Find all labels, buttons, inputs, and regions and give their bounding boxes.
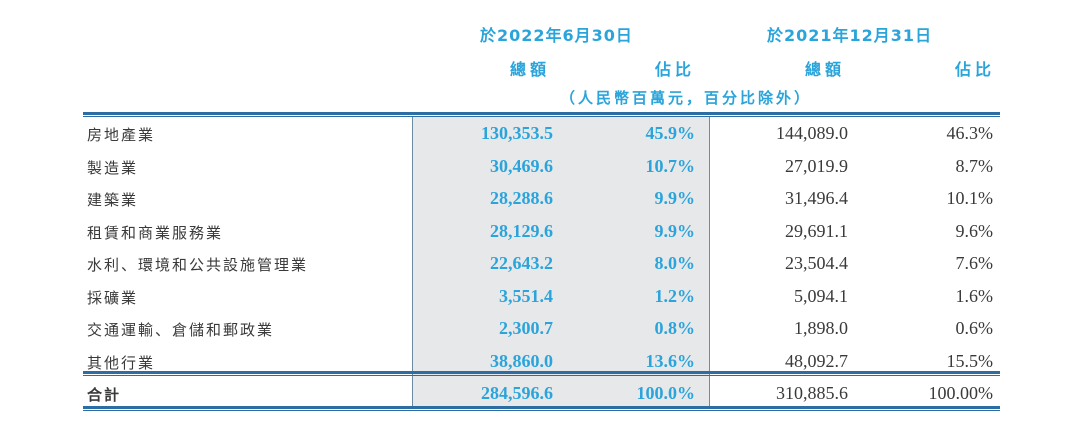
- total-amount-2022: 284,596.6: [481, 383, 553, 403]
- amount-2022: 28,129.6: [490, 220, 553, 241]
- amount-2021: 1,898.0: [794, 318, 848, 338]
- table-row: 水利、環境和公共設施管理業 22,643.2 8.0% 23,504.4 7.6…: [83, 247, 1000, 279]
- share-2022: 0.8%: [654, 318, 696, 338]
- total-label: 合計: [87, 386, 122, 404]
- table-row: 交通運輸、倉儲和郵政業 2,300.7 0.8% 1,898.0 0.6%: [83, 312, 1000, 344]
- share-2021: 9.6%: [955, 220, 994, 241]
- amount-2021: 48,092.7: [785, 350, 848, 371]
- amount-2021-header: 總額: [805, 60, 846, 79]
- unit-note: （人民幣百萬元，百分比除外）: [560, 89, 813, 107]
- bottom-rule: [83, 406, 1000, 409]
- amount-2022: 28,288.6: [490, 188, 553, 208]
- amount-2022: 38,860.0: [490, 350, 553, 371]
- share-2022: 13.6%: [645, 350, 696, 371]
- header-rule: [83, 112, 1000, 115]
- amount-2022: 3,551.4: [499, 285, 553, 306]
- industry-label: 水利、環境和公共設施管理業: [87, 256, 309, 274]
- share-2022: 10.7%: [645, 155, 696, 176]
- table-row: 其他行業 38,860.0 13.6% 48,092.7 15.5%: [83, 345, 1000, 377]
- table-row: 房地產業 130,353.5 45.9% 144,089.0 46.3%: [83, 117, 1000, 149]
- table-row: 租賃和商業服務業 28,129.6 9.9% 29,691.1 9.6%: [83, 215, 1000, 247]
- share-2022: 1.2%: [654, 285, 696, 306]
- period-2021-header: 於2021年12月31日: [767, 26, 933, 45]
- amount-2022: 22,643.2: [490, 253, 553, 273]
- industry-label: 租賃和商業服務業: [87, 223, 224, 242]
- amount-2022: 130,353.5: [481, 123, 553, 143]
- amount-2021: 29,691.1: [785, 220, 848, 241]
- share-2022: 9.9%: [654, 188, 696, 208]
- share-2021: 1.6%: [955, 285, 994, 306]
- amount-2021: 5,094.1: [794, 285, 848, 306]
- share-2022: 45.9%: [645, 123, 696, 143]
- total-share-2021: 100.00%: [928, 383, 994, 403]
- share-2021: 10.1%: [946, 188, 994, 208]
- industry-label: 房地產業: [87, 126, 156, 144]
- total-rule-thin: [83, 375, 1000, 376]
- industry-label: 採礦業: [87, 288, 139, 307]
- amount-2021: 23,504.4: [785, 253, 848, 273]
- industry-label: 其他行業: [87, 353, 156, 372]
- industry-label: 交通運輸、倉儲和郵政業: [87, 321, 275, 339]
- share-2021: 46.3%: [946, 123, 994, 143]
- share-2021: 7.6%: [955, 253, 994, 273]
- amount-2022: 2,300.7: [499, 318, 553, 338]
- amount-2021: 31,496.4: [785, 188, 848, 208]
- share-2022: 8.0%: [654, 253, 696, 273]
- share-2022: 9.9%: [654, 220, 696, 241]
- total-amount-2021: 310,885.6: [776, 383, 848, 403]
- table-row: 建築業 28,288.6 9.9% 31,496.4 10.1%: [83, 182, 1000, 214]
- total-rule: [83, 371, 1000, 374]
- bottom-rule-thin: [83, 410, 1000, 411]
- header-rule-thin: [83, 116, 1000, 117]
- amount-2022: 30,469.6: [490, 155, 553, 176]
- table-row: 製造業 30,469.6 10.7% 27,019.9 8.7%: [83, 150, 1000, 182]
- highlight-column-2022: [412, 116, 710, 408]
- table-row: 採礦業 3,551.4 1.2% 5,094.1 1.6%: [83, 280, 1000, 312]
- share-2021: 0.6%: [955, 318, 994, 338]
- amount-2021: 27,019.9: [785, 155, 848, 176]
- share-2021: 8.7%: [955, 155, 994, 176]
- amount-2021: 144,089.0: [776, 123, 848, 143]
- share-2022-header: 佔比: [655, 60, 696, 79]
- total-share-2022: 100.0%: [636, 383, 696, 403]
- share-2021: 15.5%: [946, 350, 994, 371]
- share-2021-header: 佔比: [955, 60, 996, 79]
- industry-label: 建築業: [87, 191, 139, 209]
- industry-label: 製造業: [87, 158, 139, 177]
- total-row: 合計 284,596.6 100.0% 310,885.6 100.00%: [83, 377, 1000, 409]
- amount-2022-header: 總額: [510, 60, 551, 79]
- period-2022-header: 於2022年6月30日: [480, 26, 633, 45]
